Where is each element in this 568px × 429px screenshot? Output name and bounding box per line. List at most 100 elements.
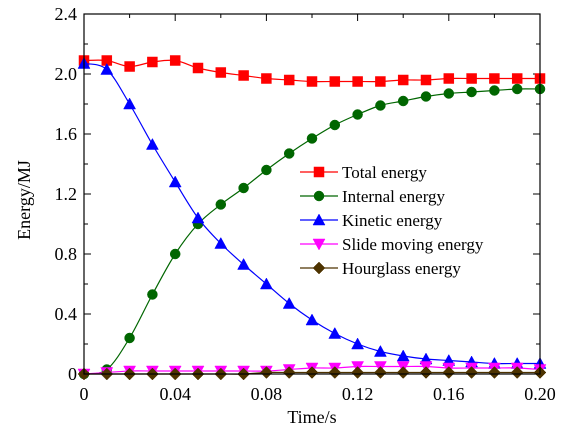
- data-point: [215, 67, 227, 78]
- series-layer: [77, 55, 547, 381]
- legend-label: Slide moving energy: [342, 235, 484, 254]
- data-point: [466, 86, 477, 98]
- y-axis-title: Energy/MJ: [14, 160, 34, 240]
- series-1: [78, 83, 546, 380]
- data-point: [306, 133, 318, 144]
- data-point: [328, 366, 342, 379]
- data-point: [306, 76, 318, 87]
- data-point: [396, 349, 410, 362]
- y-tick-label: 0.4: [55, 304, 78, 324]
- data-point: [396, 366, 410, 379]
- y-tick-label: 1.2: [55, 184, 78, 204]
- data-point: [465, 366, 478, 379]
- legend-entry: Slide moving energy: [300, 235, 484, 254]
- data-point: [397, 74, 409, 86]
- data-point: [124, 61, 135, 72]
- x-tick-label: 0: [80, 384, 89, 404]
- y-tick-label: 2.4: [55, 4, 78, 24]
- data-point: [373, 344, 387, 357]
- data-point: [100, 62, 114, 75]
- series-2: [77, 56, 547, 369]
- data-point: [511, 83, 523, 95]
- data-point: [282, 366, 296, 379]
- data-point: [375, 76, 386, 87]
- data-point: [511, 73, 523, 84]
- legend-label: Kinetic energy: [342, 211, 443, 230]
- data-point: [443, 73, 455, 84]
- data-point: [351, 337, 365, 350]
- x-tick-label: 0.04: [159, 384, 191, 404]
- data-point: [352, 109, 363, 120]
- legend-marker: [312, 238, 326, 251]
- data-point: [305, 313, 319, 326]
- data-point: [145, 137, 159, 150]
- data-point: [282, 296, 296, 309]
- legend-marker: [312, 261, 326, 275]
- x-axis-title: Time/s: [287, 407, 336, 427]
- legend-marker: [312, 213, 326, 226]
- data-point: [123, 97, 137, 110]
- y-tick-label: 0.8: [55, 244, 78, 264]
- data-point: [466, 73, 477, 84]
- data-point: [169, 55, 181, 66]
- data-point: [329, 76, 341, 87]
- data-point: [351, 366, 364, 379]
- data-point: [305, 366, 319, 379]
- y-tick-label: 1.6: [55, 124, 78, 144]
- data-point: [283, 74, 295, 86]
- data-point: [261, 164, 272, 176]
- legend-entry: Kinetic energy: [300, 211, 443, 230]
- legend-entry: Internal energy: [300, 187, 446, 206]
- data-point: [191, 211, 205, 224]
- legend-entry: Hourglass energy: [300, 259, 461, 278]
- data-point: [397, 95, 409, 107]
- legend-marker: [313, 166, 325, 178]
- data-point: [489, 85, 500, 96]
- data-point: [420, 74, 432, 86]
- y-tick-label: 0: [68, 364, 77, 384]
- data-point: [420, 91, 432, 102]
- data-point: [259, 277, 273, 290]
- data-point: [329, 119, 341, 131]
- data-point: [510, 366, 524, 379]
- data-point: [238, 182, 249, 194]
- x-tick-label: 0.20: [524, 384, 556, 404]
- data-point: [328, 326, 342, 339]
- legend: Total energy Internal energy Kinetic energ…: [300, 163, 484, 278]
- data-point: [237, 257, 251, 270]
- y-tick-label: 2.0: [55, 64, 78, 84]
- x-tick-label: 0.12: [342, 384, 374, 404]
- data-point: [352, 76, 363, 87]
- data-point: [124, 332, 135, 344]
- tick-labels: 0 0.04 0.08 0.12 0.16 0.20 0 0.4 0.8 1.2 1.6 2.0 2.4: [55, 4, 556, 404]
- data-point: [374, 366, 387, 379]
- data-point: [168, 175, 182, 188]
- plot-frame: [83, 13, 541, 375]
- data-point: [261, 73, 272, 84]
- data-point: [192, 62, 204, 74]
- data-point: [375, 100, 386, 111]
- data-point: [283, 148, 295, 159]
- legend-label: Total energy: [342, 163, 427, 182]
- legend-label: Internal energy: [342, 187, 446, 206]
- data-point: [489, 73, 500, 84]
- data-point: [260, 366, 273, 379]
- data-point: [488, 366, 501, 379]
- data-point: [238, 70, 249, 81]
- series-0: [78, 55, 546, 87]
- legend-entry: Total energy: [300, 163, 427, 182]
- data-point: [214, 236, 228, 249]
- data-point: [419, 366, 433, 379]
- data-point: [442, 366, 456, 379]
- legend-marker: [313, 190, 325, 202]
- data-point: [215, 199, 227, 210]
- data-point: [169, 248, 181, 260]
- data-point: [147, 56, 158, 68]
- x-tick-label: 0.16: [433, 384, 465, 404]
- legend-label: Hourglass energy: [342, 259, 461, 278]
- data-point: [443, 88, 455, 99]
- series-line: [83, 88, 541, 375]
- data-point: [147, 289, 158, 300]
- x-tick-label: 0.08: [251, 384, 283, 404]
